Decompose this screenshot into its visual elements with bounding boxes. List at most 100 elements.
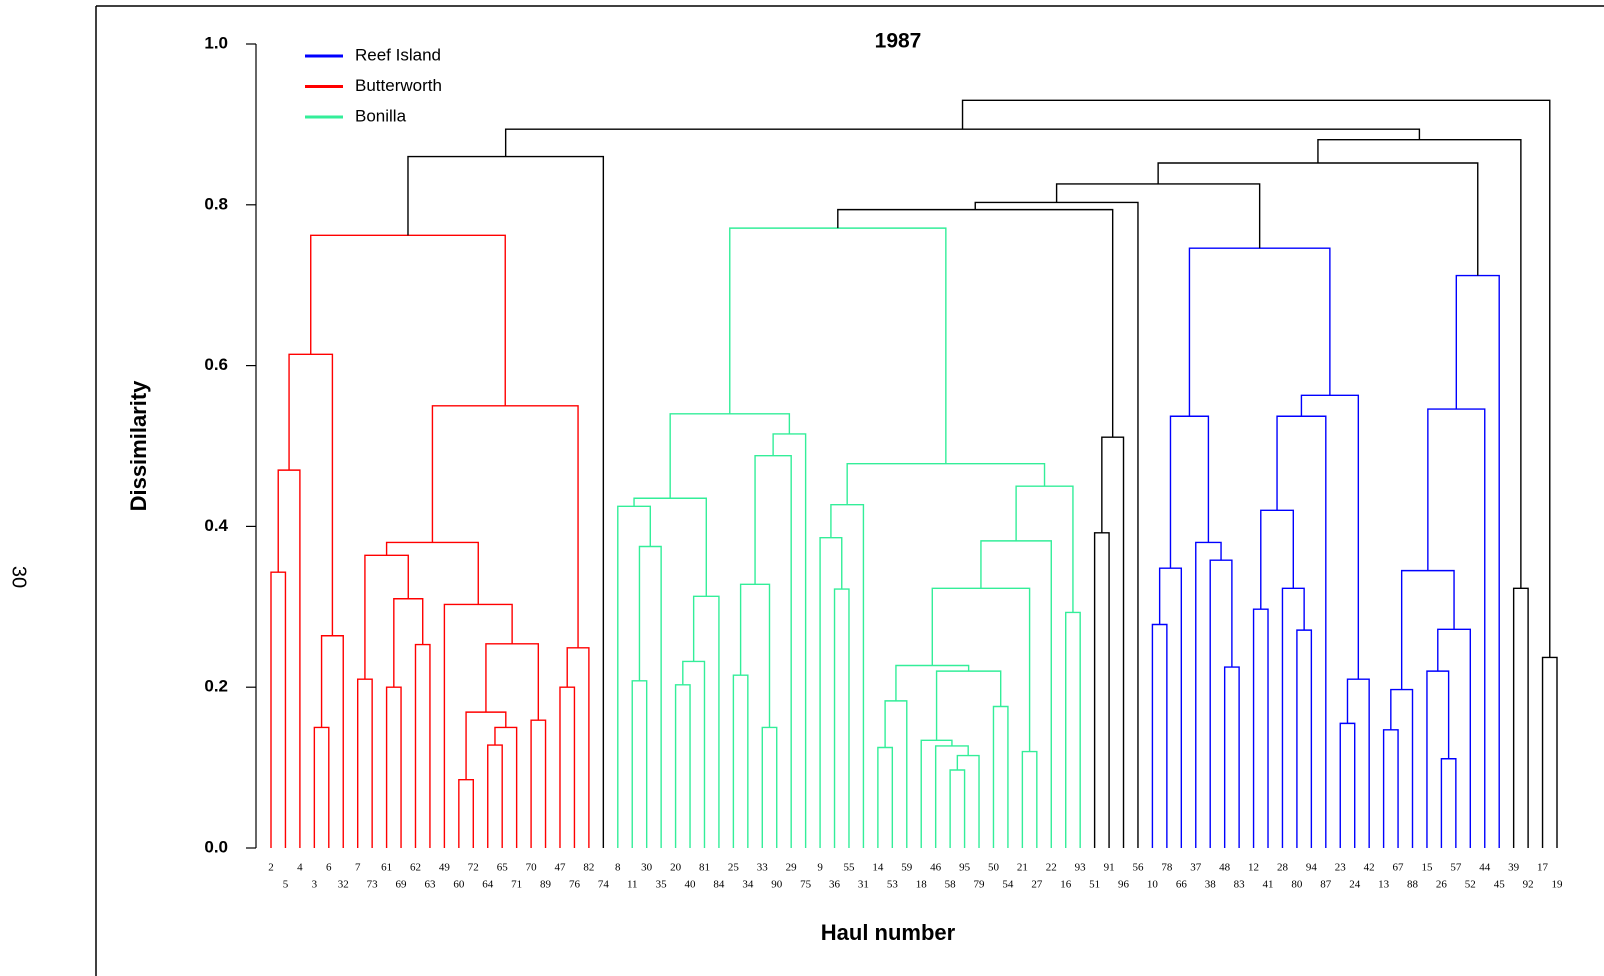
leaf-label: 33 — [757, 862, 769, 874]
leaf-label: 24 — [1349, 879, 1361, 891]
dendrogram-link — [356, 678, 373, 848]
dendrogram-link — [320, 635, 344, 848]
dendrogram-link — [1209, 559, 1233, 848]
dendrogram-link — [1260, 509, 1294, 610]
dendrogram-link — [638, 545, 662, 848]
leaf-label: 52 — [1465, 879, 1476, 891]
leaf-label: 78 — [1161, 862, 1173, 874]
dendrogram-link — [385, 686, 402, 848]
leaf-label: 25 — [728, 862, 740, 874]
leaf-label: 3 — [312, 879, 318, 891]
leaf-label: 64 — [482, 879, 494, 891]
leaf-label: 14 — [872, 862, 884, 874]
dendrogram-link — [682, 660, 706, 848]
dendrogram-link — [1541, 656, 1558, 848]
leaf-label: 34 — [742, 879, 754, 891]
y-tick-label: 0.0 — [204, 837, 228, 856]
leaf-label: 80 — [1291, 879, 1303, 891]
leaf-label: 53 — [887, 879, 899, 891]
leaf-label: 15 — [1421, 862, 1433, 874]
leaf-label: 48 — [1219, 862, 1231, 874]
dendrogram-link — [1101, 436, 1125, 848]
legend-label: Butterworth — [355, 76, 442, 95]
leaf-label: 44 — [1479, 862, 1491, 874]
leaf-label: 46 — [930, 862, 942, 874]
leaf-label: 71 — [511, 879, 522, 891]
leaf-label: 11 — [627, 879, 638, 891]
leaf-label: 7 — [355, 862, 361, 874]
dendrogram-link — [364, 554, 409, 680]
y-tick-label: 0.4 — [204, 516, 228, 535]
legend-label: Bonilla — [355, 106, 407, 125]
dendrogram-link — [1188, 247, 1331, 417]
leaf-label: 65 — [497, 862, 509, 874]
leaf-label: 74 — [598, 879, 610, 891]
dendrogram-link — [631, 680, 648, 848]
leaf-label: 22 — [1046, 862, 1057, 874]
leaf-label: 72 — [468, 862, 479, 874]
leaf-label: 92 — [1523, 879, 1534, 891]
dendrogram-link — [1151, 623, 1168, 848]
legend-label: Reef Island — [355, 45, 441, 64]
y-tick-label: 0.2 — [204, 677, 228, 696]
leaf-label: 94 — [1306, 862, 1318, 874]
leaf-label: 63 — [424, 879, 436, 891]
leaf-label: 82 — [583, 862, 594, 874]
dendrogram-link — [992, 705, 1009, 848]
leaf-label: 95 — [959, 862, 971, 874]
dendrogram-link — [674, 684, 691, 848]
leaf-label: 89 — [540, 879, 552, 891]
dendrogram-link — [1223, 666, 1240, 848]
y-tick-label: 1.0 — [204, 33, 228, 52]
dendrogram-link — [633, 497, 707, 597]
dendrogram-link — [1169, 415, 1210, 569]
dendrogram-link — [931, 587, 1031, 752]
leaf-label: 4 — [297, 862, 303, 874]
leaf-label: 60 — [453, 879, 465, 891]
leaf-label: 47 — [554, 862, 566, 874]
dendrogram-link — [431, 405, 579, 648]
leaf-label: 35 — [656, 879, 668, 891]
dendrogram-link — [754, 454, 792, 848]
leaf-label: 61 — [381, 862, 392, 874]
y-tick-label: 0.8 — [204, 194, 228, 213]
dendrogram-link — [961, 99, 1551, 658]
leaf-label: 13 — [1378, 879, 1390, 891]
dendrogram-link — [485, 643, 540, 721]
leaf-label: 56 — [1132, 862, 1144, 874]
dendrogram-link — [884, 700, 908, 848]
leaf-label: 29 — [786, 862, 798, 874]
leaf-label: 81 — [699, 862, 710, 874]
leaf-label: 70 — [526, 862, 538, 874]
dendrogram-link — [934, 745, 969, 848]
y-axis-label: Dissimilarity — [126, 380, 151, 512]
leaf-label: 36 — [829, 879, 841, 891]
leaf-label: 17 — [1537, 862, 1549, 874]
leaf-label: 5 — [283, 879, 289, 891]
dendrogram-link — [739, 583, 771, 728]
dendrogram-link — [1512, 587, 1529, 848]
dendrogram-link — [270, 571, 287, 848]
leaf-label: 49 — [439, 862, 451, 874]
dendrogram-link — [1300, 394, 1360, 680]
leaf-label: 76 — [569, 879, 581, 891]
leaf-label: 79 — [974, 879, 986, 891]
leaf-label: 83 — [1234, 879, 1246, 891]
dendrogram-link — [1093, 532, 1110, 848]
dendrogram-link — [1390, 688, 1414, 848]
leaf-label: 8 — [615, 862, 621, 874]
dendrogram-link — [1455, 274, 1500, 848]
leaf-label: 90 — [771, 879, 783, 891]
dendrogram-link — [692, 595, 720, 848]
dendrogram-link — [1346, 678, 1370, 848]
leaf-label: 57 — [1450, 862, 1462, 874]
leaf-label: 12 — [1248, 862, 1259, 874]
dendrogram-link — [559, 686, 576, 848]
dendrogram-link — [1015, 485, 1074, 613]
leaf-label: 62 — [410, 862, 421, 874]
leaf-label: 26 — [1436, 879, 1448, 891]
dendrogram-link — [949, 769, 966, 848]
dendrogram-link — [1021, 750, 1038, 848]
x-axis-label: Haul number — [821, 920, 956, 945]
dendrogram-link — [414, 643, 431, 848]
